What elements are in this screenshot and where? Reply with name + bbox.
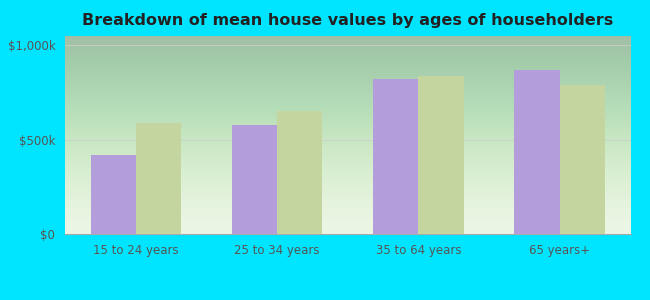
Bar <box>419 76 463 234</box>
Bar <box>136 123 181 234</box>
Bar <box>514 70 560 234</box>
Bar <box>277 111 322 234</box>
Legend: Sonoma County, California: Sonoma County, California <box>216 299 480 300</box>
Bar <box>232 124 277 234</box>
Bar <box>373 80 419 234</box>
Title: Breakdown of mean house values by ages of householders: Breakdown of mean house values by ages o… <box>82 13 614 28</box>
Bar <box>91 155 136 234</box>
Bar <box>560 85 604 234</box>
